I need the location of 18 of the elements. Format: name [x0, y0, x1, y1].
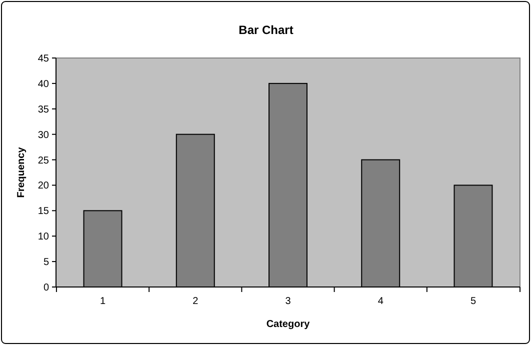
x-tick-label: 5 [470, 296, 476, 307]
x-tick-label: 3 [285, 296, 292, 307]
y-tick-label: 10 [38, 232, 50, 243]
x-tick-label: 2 [192, 296, 199, 307]
y-tick-label: 35 [38, 104, 50, 116]
y-axis-title: Frequency [16, 146, 27, 198]
y-tick-label: 5 [43, 257, 50, 268]
y-tick-label: 30 [38, 130, 50, 141]
y-tick-label: 25 [38, 155, 50, 166]
y-tick-label: 0 [43, 282, 50, 294]
x-tick-label: 4 [378, 296, 384, 307]
y-tick-label: 40 [38, 78, 50, 90]
y-tick-label: 20 [38, 180, 50, 192]
x-axis-title: Category [266, 319, 310, 330]
y-tick-label: 15 [38, 206, 50, 218]
y-tick-label: 45 [38, 54, 50, 64]
x-tick-label: 1 [100, 296, 106, 307]
chart-title: Bar Chart [238, 23, 294, 37]
